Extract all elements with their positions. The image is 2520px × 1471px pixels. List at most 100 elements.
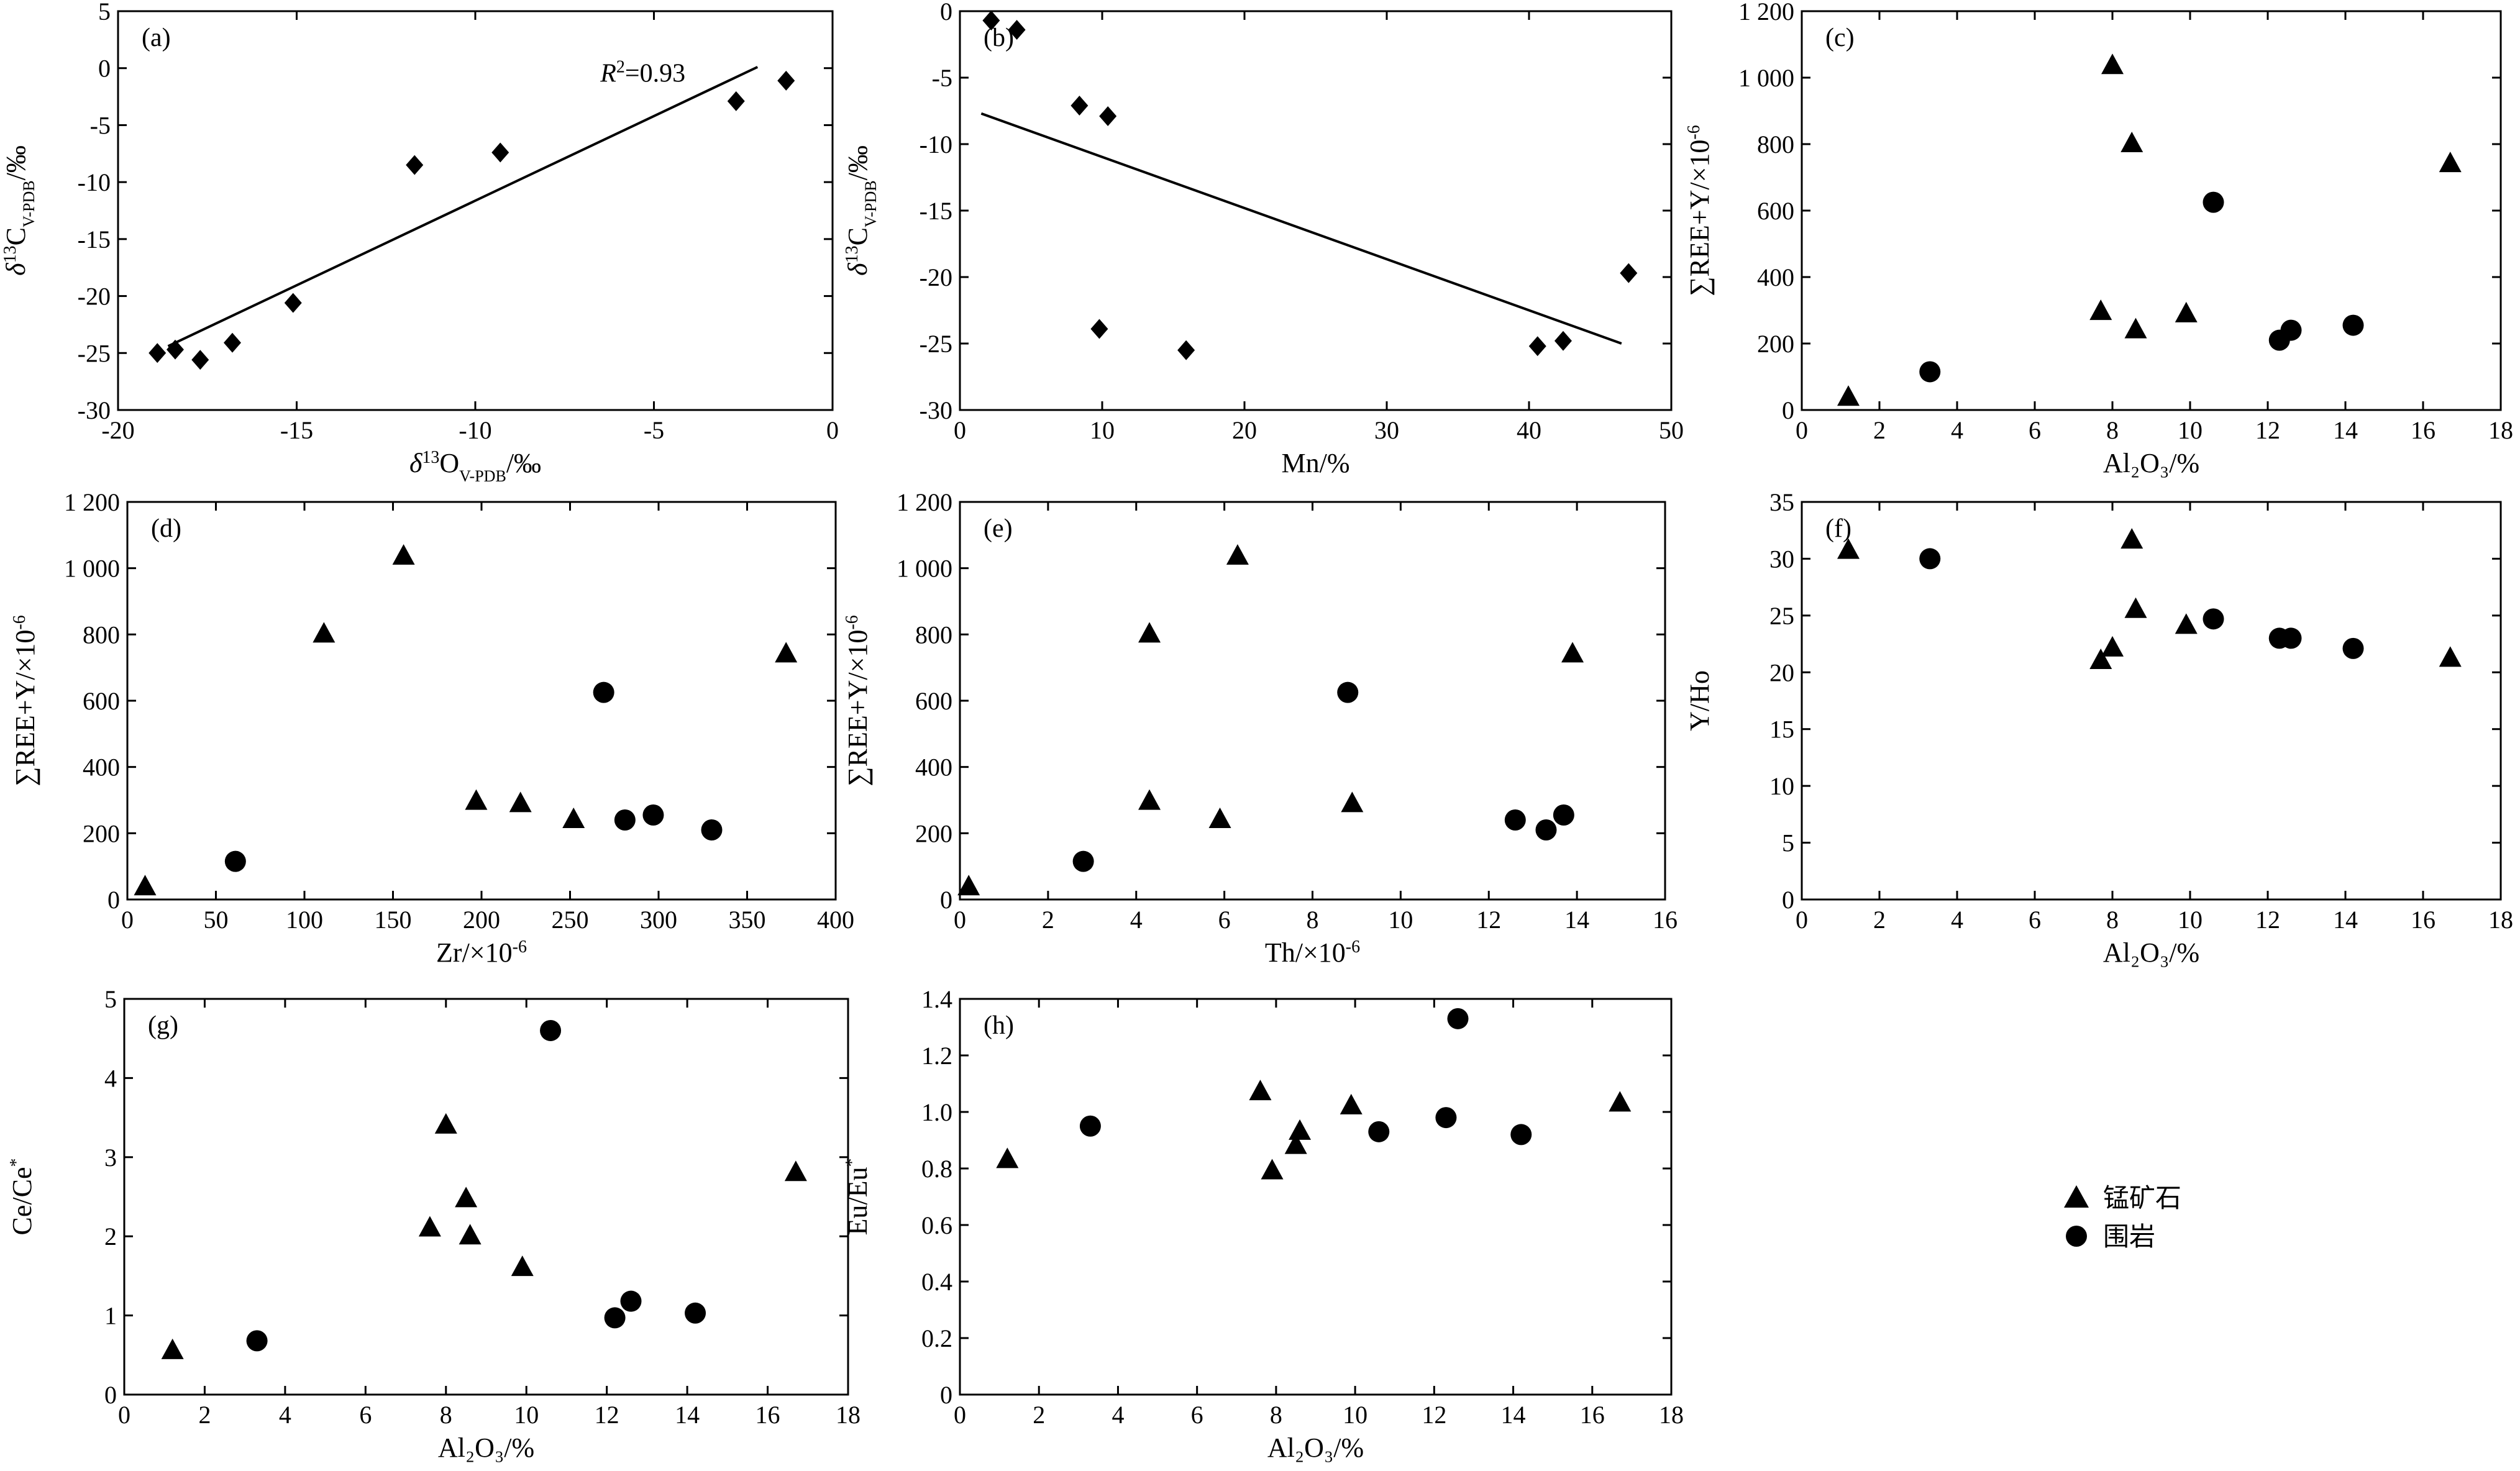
x-tick-label-c: 14 — [2333, 416, 2358, 444]
y-tick-label-h: 1.4 — [921, 985, 952, 1013]
x-tick-label-d: 350 — [729, 906, 766, 934]
y-tick-label-e: 200 — [915, 819, 952, 847]
y-tick-label-f: 35 — [1769, 488, 1794, 516]
x-axis-label-c: Al₂O₃/% — [2103, 448, 2199, 478]
y-axis-label-a: δ13CV-PDB/‰ — [1, 145, 38, 276]
x-tick-label-c: 10 — [2178, 416, 2203, 444]
x-axis-label-a: δ13OV-PDB/‰ — [409, 448, 541, 485]
circle-point-g — [246, 1330, 268, 1352]
x-tick-label-e: 16 — [1653, 906, 1678, 934]
triangle-point-e — [1341, 791, 1364, 813]
diamond-point-b — [982, 10, 1000, 30]
x-tick-label-h: 4 — [1112, 1401, 1124, 1429]
triangle-point-f — [1837, 538, 1860, 559]
x-tick-label-g: 10 — [514, 1401, 539, 1429]
triangle-point-c — [2439, 152, 2462, 173]
x-tick-label-f: 14 — [2333, 906, 2358, 934]
triangle-point-d — [562, 808, 585, 828]
y-tick-label-h: 0.4 — [921, 1268, 952, 1296]
chart_data-4-xlabel-pre: Th/×10 — [1265, 937, 1346, 968]
diamond-point-a — [284, 293, 302, 313]
x-axis-label-g: Al₂O₃/% — [438, 1432, 534, 1463]
chart_data-6-xlabel-main: Al₂O₃/% — [438, 1432, 534, 1463]
y-tick-label-e: 400 — [915, 754, 952, 781]
circle-point-h — [1447, 1008, 1469, 1029]
x-tick-label-c: 18 — [2488, 416, 2513, 444]
y-tick-label-f: 0 — [1782, 886, 1794, 914]
panel-tag-h: (h) — [984, 1011, 1014, 1040]
y-tick-label-g: 2 — [104, 1223, 117, 1250]
chart_data-0-ylabel-pre: δ — [1, 262, 31, 276]
plot-frame-d — [126, 501, 837, 901]
chart_data-2-ylabel-pre: ∑REE+Y/×10 — [1684, 140, 1715, 296]
circle-point-h — [1368, 1121, 1390, 1142]
x-tick-label-c: 4 — [1951, 416, 1963, 444]
x-axis-label-f: Al₂O₃/% — [2103, 937, 2199, 968]
x-axis-label-e: Th/×10-6 — [1265, 937, 1360, 968]
x-tick-label-e: 0 — [954, 906, 966, 934]
plot-frame-g — [123, 998, 849, 1396]
y-tick-label-g: 1 — [104, 1302, 117, 1330]
x-tick-label-c: 8 — [2106, 416, 2119, 444]
diamond-point-b — [1620, 263, 1638, 283]
x-tick-label-e: 12 — [1476, 906, 1501, 934]
circle-point-h — [1510, 1124, 1532, 1145]
x-tick-label-h: 16 — [1580, 1401, 1605, 1429]
x-tick-label-d: 300 — [640, 906, 677, 934]
y-tick-label-h: 0.2 — [921, 1324, 952, 1352]
triangle-point-e — [1208, 808, 1231, 828]
x-tick-label-b: 20 — [1232, 416, 1257, 444]
x-tick-label-h: 8 — [1270, 1401, 1282, 1429]
triangle-point-g — [434, 1113, 457, 1134]
y-axis-label-h: Eu/Eu* — [842, 1159, 874, 1236]
x-tick-label-g: 8 — [440, 1401, 452, 1429]
triangle-point-h — [1609, 1091, 1632, 1112]
diamond-point-b — [1528, 336, 1546, 357]
y-tick-label-b: -20 — [920, 263, 952, 291]
y-tick-label-f: 20 — [1769, 658, 1794, 686]
chart_data-0-xlabel-post: /‰ — [506, 448, 541, 478]
triangle-point-f — [2439, 646, 2462, 667]
diamond-point-a — [406, 155, 424, 175]
y-tick-label-e: 800 — [915, 621, 952, 649]
circle-point-c — [1919, 361, 1941, 383]
triangle-point-f — [2124, 597, 2147, 618]
x-tick-label-g: 14 — [675, 1401, 700, 1429]
chart_data-1-ylabel-pre: δ — [842, 262, 873, 276]
circle-point-d — [224, 850, 246, 872]
x-tick-label-g: 18 — [836, 1401, 861, 1429]
chart_data-3-ylabel-sup: -6 — [10, 615, 29, 629]
y-tick-label-f: 25 — [1769, 602, 1794, 630]
x-tick-label-f: 10 — [2178, 906, 2203, 934]
triangle-point-d — [134, 875, 157, 896]
diamond-point-a — [167, 339, 184, 360]
diamond-point-b — [1090, 319, 1108, 339]
y-tick-label-a: -15 — [78, 225, 111, 253]
chart_data-0-ylabel-sub: V-PDB — [20, 180, 38, 227]
y-tick-label-c: 600 — [1757, 197, 1794, 225]
panel-tag-d: (d) — [151, 514, 181, 543]
chart_data-4-ylabel-pre: ∑REE+Y/×10 — [842, 630, 873, 786]
chart_data-0-ylabel-post: /‰ — [1, 145, 31, 180]
circle-point-d — [701, 819, 723, 840]
triangle-point-g — [455, 1186, 478, 1208]
triangle-point-c — [2121, 132, 2143, 152]
triangle-point-d — [392, 544, 415, 565]
plot-frame-f — [1801, 501, 2502, 901]
panel-tag-f: (f) — [1825, 514, 1851, 543]
chart_data-3-xlabel-sup: -6 — [513, 937, 527, 957]
plot-frame-a — [117, 10, 834, 411]
diamond-point-a — [777, 70, 795, 91]
panel-d: 0 50 100 150 200 250 300 350 400 0 200 400 600 800 1 0… — [10, 488, 855, 968]
x-tick-label-f: 8 — [2106, 906, 2119, 934]
chart_data-0-xlabel-main: O — [439, 448, 459, 478]
triangle-point-h — [1284, 1133, 1307, 1154]
legend-item-wallrock: 围岩 — [2066, 1221, 2155, 1252]
y-tick-label-a: 5 — [98, 0, 111, 25]
chart_data-3-xlabel-pre: Zr/×10 — [436, 937, 513, 968]
chart_data-6-ylabel-sup: * — [7, 1159, 26, 1167]
y-tick-label-b: -10 — [920, 130, 952, 158]
x-tick-label-b: 30 — [1374, 416, 1399, 444]
triangle-point-f — [2101, 635, 2124, 657]
x-tick-label-h: 10 — [1343, 1401, 1367, 1429]
